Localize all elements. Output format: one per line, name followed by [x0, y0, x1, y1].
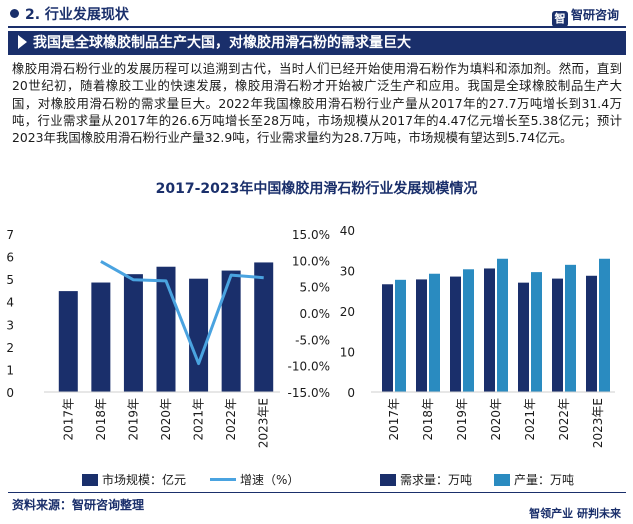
source-note: 资料来源：智研咨询整理 [12, 498, 145, 512]
legend-label-demand: 需求量：万吨 [400, 473, 473, 487]
x-axis-tick: 2019年 [126, 398, 140, 441]
legend-item-output: 产量：万吨 [494, 472, 574, 488]
demand-bar [518, 282, 529, 392]
market-size-bar [123, 274, 143, 392]
output-bar [565, 264, 576, 392]
x-axis-tick: 2022年 [557, 398, 571, 441]
y-axis-tick: 0 [347, 386, 355, 400]
brand: 智智研咨询 [551, 4, 619, 27]
legend-swatch-market-size [82, 474, 98, 486]
demand-bar [382, 284, 393, 392]
legend-label-output: 产量：万吨 [514, 473, 575, 487]
right-axis-tick: 0.0% [300, 307, 331, 321]
market-size-bar [221, 270, 241, 392]
left-axis-tick: 6 [6, 251, 14, 265]
footer-divider [8, 492, 626, 493]
right-axis-tick: -10.0% [288, 360, 330, 374]
right-axis-tick: 15.0% [292, 228, 330, 242]
x-axis-tick: 2017年 [387, 398, 401, 441]
x-axis-tick: 2022年 [224, 398, 238, 441]
x-axis-tick: 2017年 [61, 398, 75, 441]
output-bar [599, 258, 610, 392]
output-bar [531, 272, 542, 392]
output-bar [463, 269, 474, 392]
banner: 我国是全球橡胶制品生产大国，对橡胶用滑石粉的需求量巨大 [8, 31, 626, 55]
y-axis-tick: 40 [340, 224, 355, 238]
left-axis-tick: 7 [6, 228, 14, 242]
left-axis-tick: 0 [6, 386, 14, 400]
legend-item-demand: 需求量：万吨 [380, 472, 472, 488]
legend-label-market-size: 市场规模：亿元 [102, 473, 187, 487]
market-size-bar [91, 282, 111, 392]
x-axis-tick: 2018年 [421, 398, 435, 441]
legend-item-growth: 增速（%） [210, 472, 299, 488]
x-axis-tick: 2021年 [192, 398, 206, 441]
right-axis-tick: -15.0% [288, 386, 330, 400]
section-title: 2. 行业发展现状 [25, 7, 129, 23]
x-axis-tick: 2018年 [94, 398, 108, 441]
banner-title: 我国是全球橡胶制品生产大国，对橡胶用滑石粉的需求量巨大 [33, 35, 411, 51]
legend-item-market-size: 市场规模：亿元 [82, 472, 186, 488]
legend-label-growth: 增速（%） [240, 473, 300, 487]
x-axis-tick: 2020年 [489, 398, 503, 441]
demand-bar [450, 276, 461, 392]
legend-swatch-output [494, 474, 510, 486]
demand-bar [416, 279, 427, 392]
output-bar [429, 273, 440, 392]
market-size-bar [189, 278, 209, 392]
x-axis-tick: 2019年 [455, 398, 469, 441]
right-axis-tick: 10.0% [292, 254, 330, 268]
demand-bar [586, 275, 597, 392]
output-bar [497, 258, 508, 392]
volume-chart: 0 10 20 30 40 2017年 2018年 2019年 2020年 2021年 2022年 2… [340, 224, 615, 448]
brand-name: 智研咨询 [570, 8, 619, 22]
triangle-arrow-icon [18, 35, 27, 49]
brand-logo-icon: 智 [551, 11, 568, 27]
left-axis-tick: 1 [6, 363, 14, 377]
x-axis-tick: 2020年 [159, 398, 173, 441]
left-axis-tick: 2 [6, 341, 14, 355]
demand-bar [484, 268, 495, 392]
market-size-bar [254, 262, 274, 392]
output-bar [395, 279, 406, 392]
x-axis-tick: 2023年E [591, 398, 605, 448]
right-axis-tick: -5.0% [295, 333, 330, 347]
footer-slogan: 智领产业 研判未来 [529, 507, 621, 520]
growth-rate-line [100, 260, 264, 366]
x-axis-tick: 2023年E [257, 398, 271, 448]
bullet-icon [10, 9, 19, 18]
body-paragraph: 橡胶用滑石粉行业的发展历程可以追溯到古代，当时人们已经开始使用滑石粉作为填料和添… [12, 61, 622, 146]
legend-swatch-demand [380, 474, 396, 486]
left-axis-tick: 3 [6, 318, 14, 332]
left-axis-tick: 4 [6, 296, 14, 310]
market-size-bar [156, 266, 176, 392]
y-axis-tick: 30 [340, 265, 355, 279]
demand-bar [552, 278, 563, 392]
right-axis-tick: 5.0% [300, 281, 331, 295]
market-size-chart: 0 1 2 3 4 5 6 7 -15.0% -10.0% -5.0% 0.0% 5.0% 10.0% 15… [6, 228, 331, 448]
section-header: 2. 行业发展现状 [10, 4, 129, 26]
y-axis-tick: 10 [340, 346, 355, 360]
left-axis-tick: 5 [6, 273, 14, 287]
header-divider [8, 26, 626, 28]
x-axis-tick: 2021年 [523, 398, 537, 441]
market-size-bar [58, 291, 78, 392]
legend-swatch-growth [210, 478, 236, 481]
chart-title: 2017-2023年中国橡胶用滑石粉行业发展规模情况 [155, 181, 478, 197]
y-axis-tick: 20 [340, 305, 355, 319]
